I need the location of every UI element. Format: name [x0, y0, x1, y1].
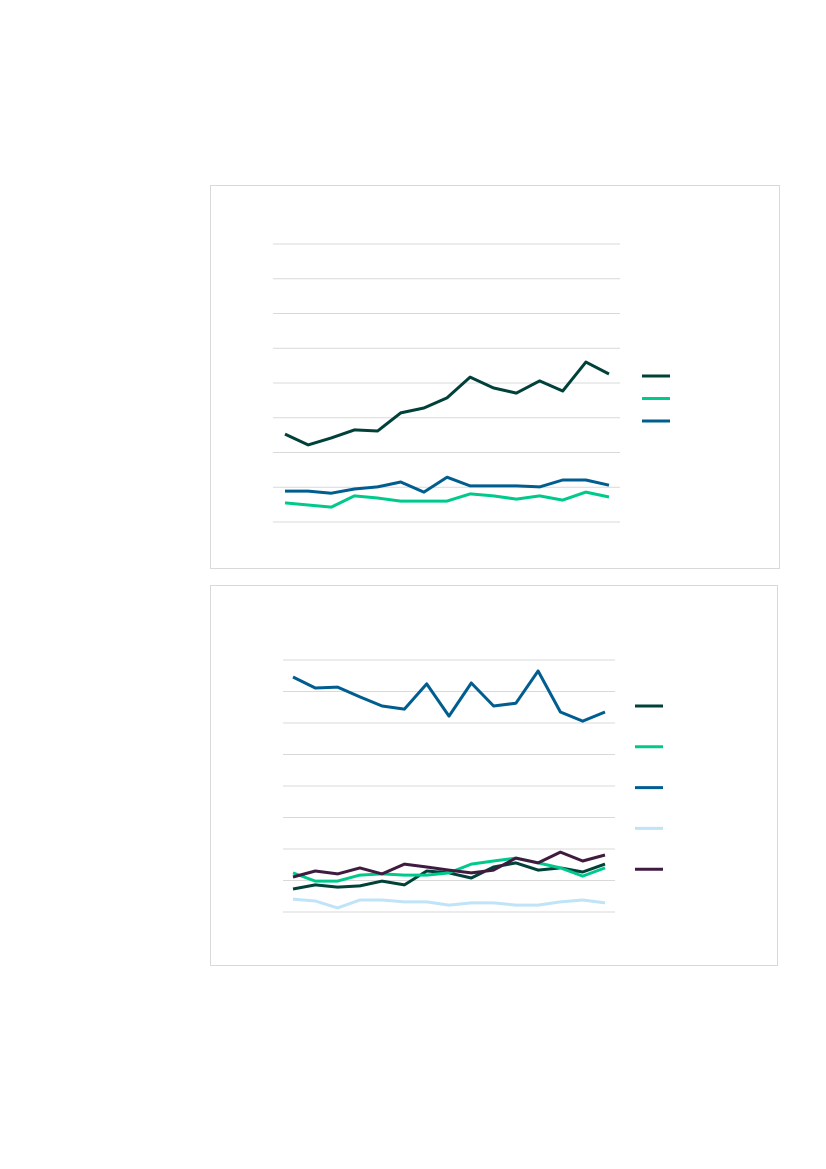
- chart: [210, 185, 780, 569]
- chart-panel: [210, 185, 780, 569]
- chart-panel: [210, 585, 778, 966]
- series-line: [285, 475, 610, 495]
- series-line: [284, 360, 610, 447]
- series-line: [292, 897, 606, 910]
- series-line: [292, 669, 606, 723]
- series-line: [292, 856, 606, 883]
- series-line: [284, 490, 610, 509]
- series-line: [292, 850, 606, 879]
- chart: [210, 585, 778, 966]
